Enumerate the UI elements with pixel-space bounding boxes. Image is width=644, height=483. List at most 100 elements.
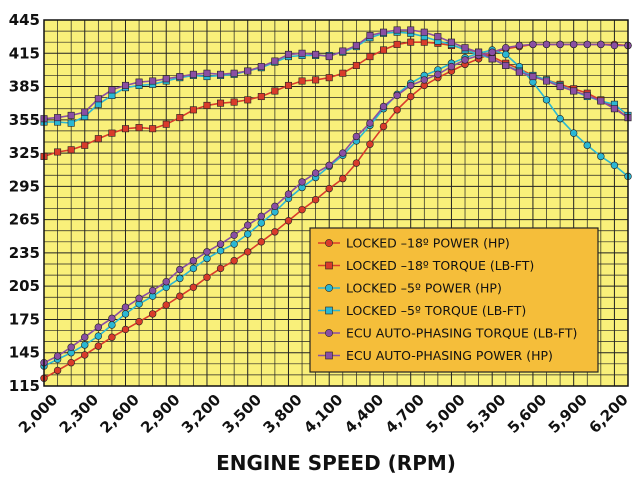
data-point	[244, 248, 252, 256]
y-tick-label: 265	[9, 211, 40, 229]
data-point	[380, 46, 388, 54]
data-point	[203, 101, 211, 109]
data-point	[312, 76, 320, 84]
x-tick-label: 4,100	[300, 391, 346, 437]
legend: LOCKED –18º POWER (HP) LOCKED –18º TORQUE…	[309, 227, 599, 373]
data-point	[257, 63, 265, 71]
x-tick-label: 4,400	[341, 391, 387, 437]
legend-label: LOCKED –5º TORQUE (LB-FT)	[346, 303, 526, 318]
x-tick-label: 5,600	[504, 391, 550, 437]
data-point	[352, 61, 360, 69]
data-point	[162, 301, 170, 309]
data-point	[379, 102, 388, 111]
data-point	[298, 205, 306, 214]
data-point	[420, 76, 428, 84]
y-tick-label: 175	[9, 310, 40, 328]
data-point	[393, 91, 401, 100]
data-point	[610, 105, 618, 113]
data-series	[40, 26, 632, 382]
data-point	[108, 314, 116, 323]
data-point	[94, 135, 102, 143]
data-point	[149, 77, 157, 85]
data-point	[325, 74, 333, 82]
x-axis-ticks: 2,0002,3002,6002,9003,2003,5003,8004,100…	[15, 391, 632, 437]
y-tick-label: 145	[9, 344, 40, 362]
data-point	[189, 106, 197, 114]
data-point	[108, 333, 116, 341]
data-point	[162, 75, 170, 83]
data-point	[339, 149, 347, 157]
data-point	[569, 40, 578, 49]
data-point	[67, 343, 75, 351]
data-point	[67, 111, 75, 119]
x-tick-label: 3,500	[219, 391, 265, 437]
data-point	[271, 57, 279, 65]
y-tick-label: 445	[9, 11, 40, 29]
data-point	[393, 40, 401, 48]
data-point	[94, 323, 103, 331]
series-group	[40, 40, 632, 367]
data-point	[339, 174, 347, 183]
data-point	[67, 146, 75, 154]
data-point	[339, 47, 347, 55]
data-point	[420, 28, 428, 36]
data-point	[271, 202, 279, 211]
data-point	[176, 265, 184, 274]
y-tick-label: 385	[9, 78, 40, 96]
data-point	[162, 120, 170, 128]
data-point	[488, 48, 496, 56]
data-point	[257, 238, 266, 246]
data-point	[325, 184, 333, 193]
data-point	[366, 140, 374, 148]
data-point	[135, 124, 143, 132]
x-tick-label: 4,700	[382, 391, 428, 437]
data-point	[406, 92, 415, 101]
data-point	[610, 41, 619, 50]
x-tick-label: 5,000	[422, 391, 468, 437]
data-point	[94, 342, 103, 350]
data-point	[176, 292, 184, 300]
legend-marker	[325, 284, 333, 292]
data-point	[447, 62, 456, 71]
x-tick-label: 3,800	[259, 391, 305, 437]
legend-label: LOCKED –18º TORQUE (LB-FT)	[346, 258, 534, 273]
data-point	[434, 33, 442, 41]
legend-marker	[325, 239, 333, 247]
data-point	[366, 119, 374, 127]
data-point	[597, 97, 605, 105]
data-point	[583, 40, 591, 49]
data-point	[271, 228, 279, 236]
data-point	[135, 317, 143, 326]
data-point	[81, 351, 89, 359]
data-point	[529, 73, 537, 81]
data-point	[380, 28, 388, 36]
data-point	[135, 78, 143, 86]
data-point	[54, 114, 62, 122]
data-point	[393, 106, 401, 114]
data-point	[298, 178, 306, 186]
data-point	[583, 91, 591, 99]
data-point	[461, 56, 469, 64]
data-point	[244, 230, 252, 238]
data-point	[257, 93, 265, 101]
data-point	[271, 87, 279, 95]
y-axis-ticks: 115 145 175 205 235 265 295 325 355 385 415 445	[9, 11, 40, 395]
data-point	[298, 77, 306, 85]
data-point	[597, 40, 605, 49]
data-point	[230, 98, 238, 106]
x-tick-label: 2,600	[97, 391, 143, 437]
legend-label: LOCKED –5º POWER (HP)	[346, 281, 502, 296]
data-point	[189, 283, 198, 291]
data-point	[257, 212, 266, 221]
data-point	[216, 264, 225, 273]
data-point	[543, 77, 551, 85]
data-point	[244, 67, 252, 75]
legend-marker	[325, 261, 333, 270]
data-point	[108, 86, 116, 94]
data-point	[502, 61, 510, 69]
x-tick-label: 6,200	[585, 391, 631, 437]
y-tick-label: 415	[9, 44, 40, 62]
data-point	[176, 73, 184, 81]
x-axis-label: ENGINE SPEED (RPM)	[216, 451, 456, 475]
data-point	[366, 32, 374, 40]
